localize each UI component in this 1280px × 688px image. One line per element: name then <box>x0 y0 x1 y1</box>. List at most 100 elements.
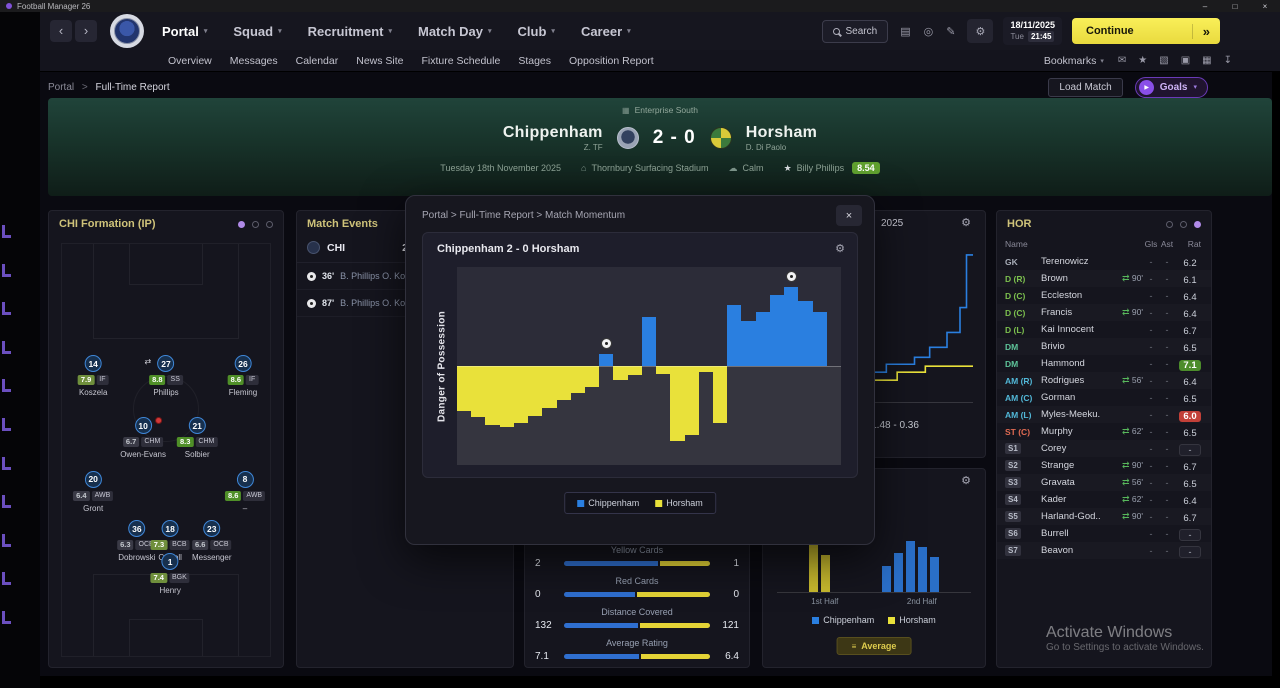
motm-name[interactable]: Billy Phillips <box>796 163 845 173</box>
column-assists[interactable]: Ast <box>1160 239 1174 249</box>
minimize-button[interactable]: – <box>1202 1 1208 11</box>
subnav-overview[interactable]: Overview <box>168 54 212 67</box>
player-phillips[interactable]: ⇄ 27 8.8 SS Phillips <box>145 355 183 397</box>
screen-icon[interactable]: ▣ <box>1180 55 1191 66</box>
breadcrumb-portal[interactable]: Portal <box>48 81 75 93</box>
club-crest[interactable] <box>110 14 144 48</box>
gear-icon[interactable]: ⚙ <box>961 217 971 229</box>
rating-row-francis[interactable]: D (C) Francis ⇄ 90' - -6.4 <box>997 304 1211 321</box>
subnav-stages[interactable]: Stages <box>518 54 552 67</box>
rating-row-gravata[interactable]: S3 Gravata ⇄ 56' - -6.5 <box>997 474 1211 491</box>
player-rating: 8.6 <box>224 490 242 501</box>
rating-row-hammond[interactable]: DM Hammond - -7.1 <box>997 355 1211 372</box>
position-label: S1 <box>1005 443 1021 454</box>
rating-row-myles-meeku[interactable]: AM (L) Myles-Meeku... - -6.0 <box>997 406 1211 423</box>
player-gront[interactable]: 20 6.4 AWB Gront <box>73 470 114 513</box>
player-solbier[interactable]: 21 8.3 CHM Solbier <box>176 417 218 459</box>
bookmarks-dropdown[interactable]: Bookmarks ▾ <box>1044 55 1104 67</box>
rating-row-terenowicz[interactable]: GK Terenowicz - - 6.2 <box>997 253 1211 270</box>
settings-button[interactable]: ⚙ <box>967 19 994 43</box>
motm-item[interactable]: ★ Billy Phillips 8.54 <box>784 162 880 174</box>
menu-portal[interactable]: Portal ▾ <box>162 24 207 39</box>
rating-row-murphy[interactable]: ST (C) Murphy ⇄ 62' - -6.5 <box>997 423 1211 440</box>
rating-row-kader[interactable]: S4 Kader ⇄ 62' - -6.4 <box>997 491 1211 508</box>
rating-row-brivio[interactable]: DM Brivio - - 6.5 <box>997 338 1211 355</box>
trophy-icon[interactable]: ★ <box>1138 55 1148 66</box>
gear-icon[interactable]: ⚙ <box>835 243 845 255</box>
panel-dot[interactable] <box>1180 220 1187 228</box>
player-rating: 7.9 <box>77 375 95 386</box>
subnav-opposition-report[interactable]: Opposition Report <box>569 54 654 67</box>
rating-row-beavon[interactable]: S7 Beavon - - - <box>997 542 1211 559</box>
goals-value: - <box>1149 545 1153 556</box>
edit-icon[interactable]: ✎ <box>946 25 956 38</box>
subnav-messages[interactable]: Messages <box>229 54 278 67</box>
player-owen-evans[interactable]: 10 6.7 CHM Owen-Evans <box>120 417 166 459</box>
position-label: AM (R) <box>1005 375 1033 386</box>
menu-career[interactable]: Career ▾ <box>581 24 631 39</box>
forward-button[interactable]: › <box>75 20 97 42</box>
panel-dot[interactable] <box>238 220 245 228</box>
download-icon[interactable]: ↧ <box>1223 55 1232 66</box>
idea-icon[interactable]: ◎ <box>923 25 934 38</box>
gear-icon[interactable]: ⚙ <box>961 475 971 487</box>
continue-button[interactable]: Continue » <box>1072 18 1220 44</box>
home-team-name[interactable]: Chippenham <box>502 124 603 141</box>
rating-row-strange[interactable]: S2 Strange ⇄ 90' - -6.7 <box>997 457 1211 474</box>
subnav-fixture-schedule[interactable]: Fixture Schedule <box>421 54 501 67</box>
notes-icon[interactable]: ▤ <box>900 25 911 38</box>
rating-row-burrell[interactable]: S6 Burrell - - - <box>997 525 1211 542</box>
rating-row-eccleston[interactable]: D (C) Eccleston - - 6.4 <box>997 287 1211 304</box>
comment-icon[interactable]: ✉ <box>1117 55 1127 66</box>
assists-value: - <box>1165 426 1169 437</box>
date-time-widget[interactable]: 18/11/2025 Tue 21:45 <box>1003 17 1062 45</box>
ratings-panel-title: HOR <box>1007 218 1032 230</box>
back-button[interactable]: ‹ <box>50 20 72 42</box>
search-button[interactable]: Search <box>821 19 889 43</box>
player-no-8[interactable]: 8 8.6 AWB – <box>224 470 266 513</box>
modal-close-button[interactable]: × <box>836 205 862 226</box>
load-match-button[interactable]: Load Match <box>1048 77 1123 97</box>
panel-dot[interactable] <box>1194 220 1201 228</box>
rating-row-kai-innocent[interactable]: D (L) Kai Innocent - - 6.7 <box>997 321 1211 338</box>
competition-badge[interactable]: ▦ Enterprise South <box>622 105 698 115</box>
stat-bar <box>564 623 710 628</box>
player-henry[interactable]: 1 7.4 BGK Henry <box>150 553 190 595</box>
goals-dropdown[interactable]: ▶ Goals ▾ <box>1134 76 1208 98</box>
player-fleming[interactable]: 26 8.6 IF Fleming <box>227 355 259 397</box>
player-messenger[interactable]: 23 6.6 OCB Messenger <box>191 520 232 562</box>
panel-dot[interactable] <box>1166 220 1173 228</box>
column-name[interactable]: Name <box>1005 239 1028 249</box>
rating-row-rodrigues[interactable]: AM (R) Rodrigues ⇄ 56' - -6.4 <box>997 372 1211 389</box>
player-koszela[interactable]: 14 7.9 IF Koszela <box>77 355 109 397</box>
rating-row-corey[interactable]: S1 Corey - - - <box>997 440 1211 457</box>
player-dobrowski[interactable]: 36 6.3 OCB Dobrowski <box>117 520 157 562</box>
half-group-1st-half <box>809 499 830 592</box>
subnav-news-site[interactable]: News Site <box>356 54 404 67</box>
rating-row-gorman[interactable]: AM (C) Gorman - - 6.5 <box>997 389 1211 406</box>
rating-row-harland-god[interactable]: S5 Harland-God... ⇄ 90' - -6.7 <box>997 508 1211 525</box>
calendar-icon[interactable]: ▦ <box>1202 55 1212 66</box>
menu-match-day[interactable]: Match Day ▾ <box>418 24 492 39</box>
player-name: Francis <box>1041 307 1073 318</box>
panel-dot[interactable] <box>252 220 259 228</box>
menu-club[interactable]: Club ▾ <box>518 24 555 39</box>
formation-panel: CHI Formation (IP) 14 7.9 IF Koszela ⇄ 27 8.8 S… <box>48 210 284 668</box>
menu-squad[interactable]: Squad ▾ <box>233 24 281 39</box>
sub-arrow-icon: ⇄ <box>1122 426 1130 436</box>
away-team-name[interactable]: Horsham <box>745 124 818 141</box>
away-bar <box>660 561 710 566</box>
subnav-calendar[interactable]: Calendar <box>295 54 339 67</box>
rating-row-brown[interactable]: D (R) Brown ⇄ 90' - -6.1 <box>997 270 1211 287</box>
column-rating[interactable]: Rat <box>1187 239 1201 249</box>
menu-recruitment[interactable]: Recruitment ▾ <box>308 24 392 39</box>
close-button[interactable]: × <box>1262 1 1268 11</box>
average-button[interactable]: ≡ Average <box>836 637 912 655</box>
kit-icon[interactable]: ▧ <box>1159 55 1169 66</box>
column-goals[interactable]: Gls <box>1144 239 1158 249</box>
momentum-chart-row: Danger of Possession <box>431 267 841 465</box>
maximize-button[interactable]: □ <box>1232 1 1238 11</box>
left-edge-decoration <box>2 572 11 586</box>
panel-dot[interactable] <box>266 220 273 228</box>
